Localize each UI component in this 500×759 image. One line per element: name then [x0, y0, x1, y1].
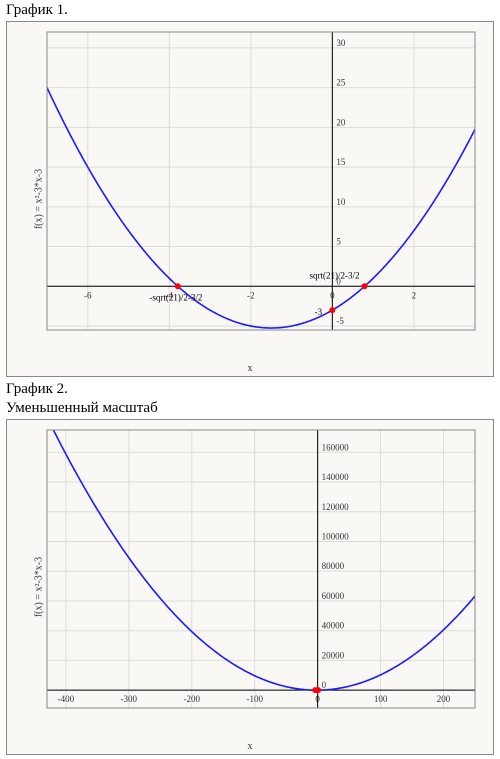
svg-text:0: 0 — [322, 680, 327, 690]
svg-text:sqrt(21)/2-3/2: sqrt(21)/2-3/2 — [310, 270, 360, 280]
svg-text:-5: -5 — [336, 316, 344, 326]
svg-text:60000: 60000 — [322, 591, 345, 601]
svg-text:120000: 120000 — [322, 502, 350, 512]
chart1-svg: -6-4-202-5051015202530-sqrt(21)/2-3/2sqr… — [7, 22, 493, 362]
chart2-xlabel: x — [7, 740, 493, 754]
svg-text:200: 200 — [437, 694, 451, 704]
svg-text:25: 25 — [336, 78, 346, 88]
chart1-title: График 1. — [6, 2, 494, 19]
svg-text:-400: -400 — [58, 694, 75, 704]
chart1-ylabel: f(x) = x²-3*x-3 — [34, 169, 45, 229]
svg-text:-3: -3 — [315, 307, 323, 317]
svg-text:-6: -6 — [84, 290, 92, 300]
svg-text:100000: 100000 — [322, 531, 350, 541]
svg-text:140000: 140000 — [322, 472, 350, 482]
svg-text:10: 10 — [336, 197, 346, 207]
chart2-subtitle: Уменьшенный масштаб — [6, 400, 494, 417]
svg-text:-300: -300 — [121, 694, 138, 704]
svg-text:2: 2 — [412, 290, 417, 300]
svg-text:20: 20 — [336, 117, 346, 127]
svg-text:-2: -2 — [247, 290, 255, 300]
svg-text:20000: 20000 — [322, 650, 345, 660]
svg-text:-100: -100 — [246, 694, 263, 704]
chart2-ylabel: f(x) = x²-3*x-3 — [34, 557, 45, 617]
svg-text:40000: 40000 — [322, 621, 345, 631]
svg-text:5: 5 — [336, 237, 341, 247]
svg-text:160000: 160000 — [322, 442, 350, 452]
svg-text:100: 100 — [374, 694, 388, 704]
svg-text:-sqrt(21)/2-3/2: -sqrt(21)/2-3/2 — [149, 292, 202, 302]
svg-text:-200: -200 — [184, 694, 201, 704]
chart2-container: f(x) = x²-3*x-3 -400-300-200-10001002000… — [6, 419, 494, 755]
svg-text:80000: 80000 — [322, 561, 345, 571]
chart2-svg: -400 -300 -200 -100 0 100 200 0 20000 40000 60000 8… — [7, 420, 493, 740]
chart1-xlabel: x — [7, 362, 493, 376]
chart1-container: f(x) = x²-3*x-3 -6-4-202-5051015202530-s… — [6, 21, 494, 377]
svg-text:0: 0 — [315, 694, 320, 704]
chart2-title: График 2. — [6, 381, 494, 398]
svg-text:15: 15 — [336, 157, 346, 167]
svg-text:0: 0 — [330, 290, 335, 300]
svg-text:30: 30 — [336, 38, 346, 48]
